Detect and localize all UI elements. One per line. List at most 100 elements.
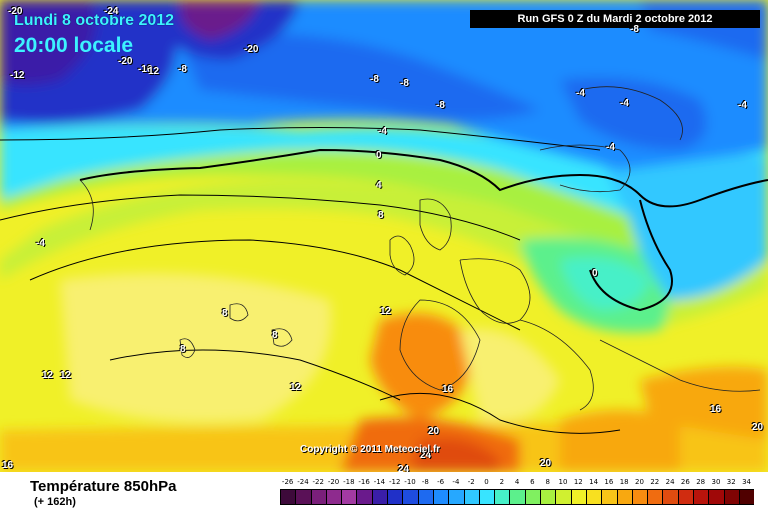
scale-swatch (310, 490, 326, 504)
scale-swatch (708, 490, 724, 504)
isotherm-label: 12 (290, 382, 302, 393)
scale-swatch (387, 490, 403, 504)
scale-label: -10 (404, 478, 416, 486)
isotherm-label: 16 (710, 404, 722, 415)
isotherm-label: -4 (576, 88, 585, 99)
scale-swatch (540, 490, 556, 504)
scale-label: 34 (742, 478, 752, 486)
isotherm-label: 8 (222, 308, 228, 319)
scale-label: 12 (573, 478, 583, 486)
scale-swatch (585, 490, 602, 504)
scale-label: 14 (589, 478, 599, 486)
scale-swatch (631, 490, 648, 504)
isotherm-label: 16 (2, 460, 14, 471)
copyright-text: Copyright © 2011 Meteociel.fr (300, 444, 441, 455)
scale-label: 18 (619, 478, 629, 486)
scale-label: -16 (358, 478, 370, 486)
isotherm-label: 4 (376, 180, 382, 191)
scale-swatch (570, 490, 586, 504)
isotherm-label: 20 (540, 458, 552, 469)
scale-swatch (494, 490, 510, 504)
forecast-time: 20:00 locale (14, 34, 134, 57)
scale-label: 8 (545, 478, 550, 486)
isotherm-label: -8 (630, 24, 639, 35)
scale-label: -26 (281, 478, 294, 486)
scale-label: -14 (373, 478, 386, 486)
isotherm-label: -24 (104, 6, 119, 17)
scale-label: 10 (558, 478, 568, 486)
scale-swatch (555, 490, 571, 504)
legend-footer: Température 850hPa (+ 162h) -26 -2 4 -22 -20… (0, 472, 768, 512)
scale-swatch (723, 490, 739, 504)
scale-swatch (402, 490, 418, 504)
scale-label: -22 (312, 478, 324, 486)
scale-label: 28 (696, 478, 706, 486)
isotherm-label: -16 (138, 64, 153, 75)
scale-label: 2 (499, 478, 505, 486)
scale-label: -8 (421, 478, 429, 486)
isotherm-label: -8 (178, 64, 187, 75)
isotherm-label: 12 (60, 370, 72, 381)
scale-label: 20 (635, 478, 644, 486)
isotherm-label: -12 (10, 70, 25, 81)
scale-swatch (341, 490, 357, 504)
model-run-banner: Run GFS 0 Z du Mardi 2 octobre 2012 (470, 10, 760, 28)
isotherm-label: 20 (428, 426, 440, 437)
scale-swatch (677, 490, 694, 504)
map-title: Température 850hPa (30, 478, 177, 495)
isotherm-label: 24 (398, 464, 410, 475)
scale-label: 6 (530, 478, 535, 486)
scale-swatch (693, 490, 709, 504)
scale-label: -4 (452, 478, 460, 486)
temperature-color-scale: -26 -24 -22 -20 -18 -16 -14 -12 -10 -8 -6 -4 -2 0 2 4 6 8… (280, 478, 760, 508)
isotherm-label: -20 (244, 44, 259, 55)
temperature-map (0, 0, 768, 472)
isotherm-label: 20 (752, 422, 764, 433)
isotherm-label: -4 (36, 238, 45, 249)
scale-swatch (662, 490, 678, 504)
isotherm-label: 0 (592, 268, 598, 279)
isotherm-label: -4 (738, 100, 747, 111)
scale-label: 30 (711, 478, 721, 486)
scale-label: -12 (389, 478, 401, 486)
scale-swatch (371, 490, 388, 504)
isotherm-label: 8 (378, 210, 384, 221)
scale-swatch (601, 490, 617, 504)
scale-swatch (647, 490, 663, 504)
isotherm-label: -8 (436, 100, 445, 111)
scale-label: -6 (437, 478, 445, 486)
isotherm-label: 12 (42, 370, 54, 381)
scale-swatch (280, 490, 296, 504)
scale-label: 22 (650, 478, 660, 486)
forecast-date: Lundi 8 octobre 2012 (14, 12, 175, 29)
scale-label: 32 (726, 478, 736, 486)
scale-swatch (509, 490, 525, 504)
isotherm-label: 8 (180, 344, 186, 355)
scale-label: 24 (665, 478, 675, 486)
isotherm-label: 12 (380, 306, 392, 317)
scale-label: 0 (484, 478, 489, 486)
isotherm-label: 16 (442, 384, 454, 395)
isotherm-label: -20 (8, 6, 23, 17)
scale-swatch (325, 490, 342, 504)
scale-label: -2 (467, 478, 475, 486)
isotherm-label: -4 (378, 126, 387, 137)
isotherm-label: 24 (420, 450, 432, 461)
forecast-offset: (+ 162h) (34, 496, 76, 508)
scale-swatch (478, 490, 495, 504)
scale-label: -18 (343, 478, 355, 486)
scale-swatch (448, 490, 464, 504)
scale-label: 4 (514, 478, 520, 486)
scale-swatch (432, 490, 449, 504)
isotherm-label: -8 (370, 74, 379, 85)
scale-swatch (738, 490, 755, 504)
isotherm-label: -4 (606, 142, 615, 153)
scale-swatch (356, 490, 372, 504)
scale-swatch (417, 490, 433, 504)
scale-label: 26 (680, 478, 690, 486)
isotherm-label: -4 (620, 98, 629, 109)
scale-swatch (463, 490, 479, 504)
isotherm-label: 0 (376, 150, 382, 161)
scale-swatch (524, 490, 541, 504)
scale-label: -20 (327, 478, 340, 486)
